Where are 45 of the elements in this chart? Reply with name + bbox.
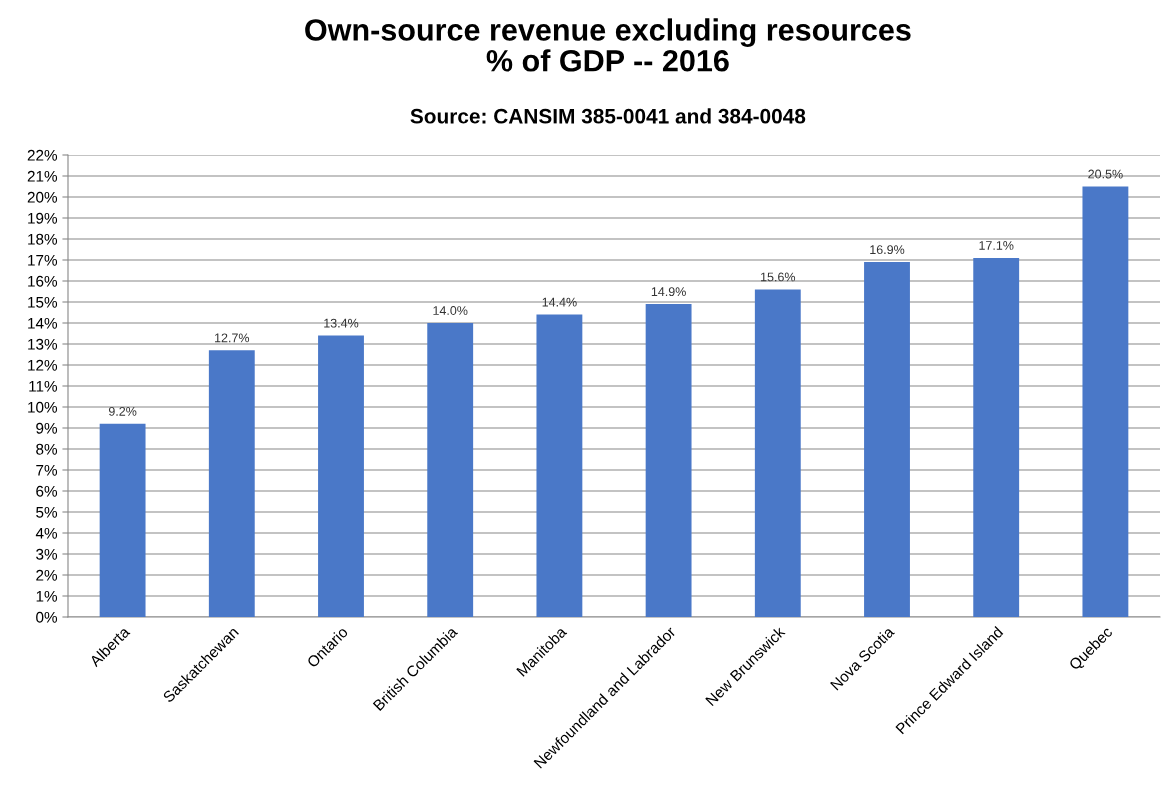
y-tick-label: 20% — [27, 191, 58, 203]
data-label: 16.9% — [870, 245, 905, 255]
data-label: 9.2% — [108, 406, 137, 416]
y-tick-label: 19% — [28, 212, 58, 224]
bar — [208, 350, 255, 617]
y-tick-label: 1% — [36, 590, 58, 602]
chart-title: Own-source revenue excluding resources % of GDP -- 2016 — [305, 18, 911, 72]
bar — [973, 257, 1020, 617]
y-tick-label: 16% — [28, 275, 58, 287]
data-label: 13.4% — [324, 318, 359, 328]
data-label: 15.6% — [761, 272, 796, 282]
data-label: 14.9% — [651, 287, 686, 297]
data-label: 14.4% — [542, 297, 577, 307]
y-tick-label: 14% — [28, 317, 58, 329]
y-tick-label: 13% — [28, 338, 58, 350]
y-tick-label: 3% — [36, 548, 58, 560]
y-tick-label: 11% — [29, 380, 58, 392]
bar — [754, 289, 801, 617]
bar — [536, 314, 583, 617]
bar — [318, 335, 364, 617]
data-label: 12.7% — [215, 333, 250, 343]
y-tick-label: 4% — [35, 527, 58, 539]
y-tick-label: 12% — [28, 359, 58, 371]
bar — [645, 304, 692, 617]
bar — [99, 423, 146, 617]
y-tick-label: 7% — [36, 464, 58, 476]
y-tick-label: 8% — [36, 443, 58, 455]
data-label: 20.5% — [1088, 169, 1123, 179]
y-tick-label: 9% — [36, 422, 58, 434]
data-label: 14.0% — [433, 306, 468, 315]
y-tick-label: 10% — [28, 401, 58, 413]
bar — [864, 262, 910, 617]
data-label: 17.1% — [979, 241, 1014, 250]
bar — [1082, 186, 1129, 617]
y-tick-label: 22% — [27, 149, 58, 161]
y-tick-label: 18% — [28, 233, 58, 245]
y-tick-label: 0% — [36, 611, 58, 623]
y-tick-label: 15% — [28, 296, 58, 308]
y-tick-label: 6% — [36, 485, 58, 497]
y-tick-label: 17% — [28, 254, 58, 266]
bar — [427, 323, 474, 617]
chart-subtitle: Source: CANSIM 385-0041 and 384-0048 — [410, 108, 806, 124]
y-tick-label: 2% — [36, 569, 58, 581]
y-tick-label: 21% — [27, 170, 58, 182]
y-tick-label: 5% — [36, 506, 58, 518]
